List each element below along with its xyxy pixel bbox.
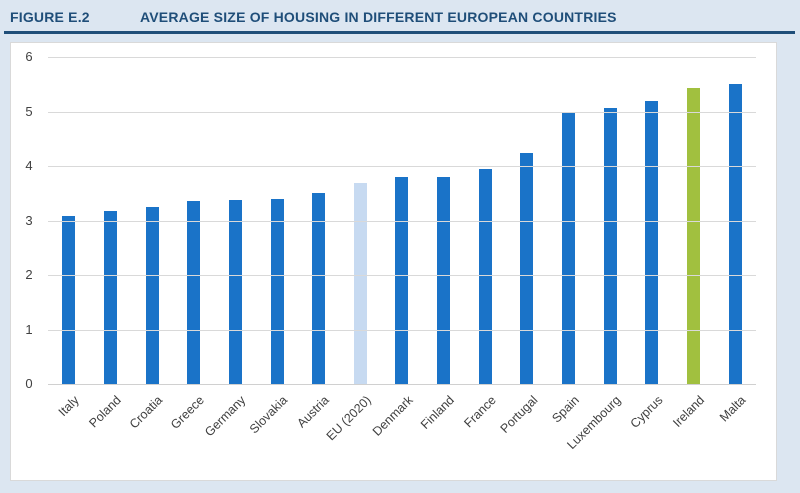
bar-portugal bbox=[520, 153, 534, 384]
x-tick-slot: Germany bbox=[202, 388, 257, 476]
bar-greece bbox=[187, 200, 201, 384]
bar-finland bbox=[437, 177, 451, 384]
figure-label: FIGURE E.2 bbox=[10, 9, 90, 25]
bar-france bbox=[478, 169, 492, 384]
x-tick-label-finland: Finland bbox=[417, 393, 457, 432]
x-tick-slot: France bbox=[461, 388, 506, 476]
bar-poland bbox=[103, 210, 117, 384]
bar-slot-greece bbox=[173, 57, 215, 384]
x-tick-label-greece: Greece bbox=[168, 393, 207, 432]
y-tick-label-2: 2 bbox=[25, 267, 33, 282]
x-tick-slot: Cyprus bbox=[627, 388, 673, 476]
x-axis: Italy Poland Croatia Greece Germany Slovakia A… bbox=[48, 388, 756, 476]
x-tick-label-france: France bbox=[461, 393, 499, 431]
title-rule-divider bbox=[4, 31, 795, 34]
y-tick-label-6: 6 bbox=[25, 49, 33, 64]
x-tick-slot: Croatia bbox=[127, 388, 173, 476]
bar-germany bbox=[228, 199, 242, 384]
gridline-y-5 bbox=[48, 111, 756, 113]
bar-slot-luxembourg bbox=[589, 57, 631, 384]
x-tick-slot: Denmark bbox=[369, 388, 423, 476]
x-tick-slot: Ireland bbox=[669, 388, 715, 476]
x-tick-slot: Malta bbox=[714, 388, 756, 476]
bar-slot-eu-2020- bbox=[339, 57, 381, 384]
bar-cyprus bbox=[645, 101, 659, 384]
x-tick-label-austria: Austria bbox=[294, 393, 332, 431]
gridline-y-6 bbox=[48, 57, 756, 58]
bar-ireland bbox=[686, 87, 700, 384]
x-tick-label-italy: Italy bbox=[55, 393, 83, 420]
bar-slot-poland bbox=[90, 57, 132, 384]
y-tick-label-4: 4 bbox=[25, 158, 33, 173]
bar-slovakia bbox=[270, 198, 284, 384]
bar-slot-ireland bbox=[673, 57, 715, 384]
figure-title: AVERAGE SIZE OF HOUSING IN DIFFERENT EUR… bbox=[140, 9, 617, 25]
bar-slot-denmark bbox=[381, 57, 423, 384]
gridline-y-2 bbox=[48, 275, 756, 276]
bar-slot-spain bbox=[548, 57, 590, 384]
gridline-y-4 bbox=[48, 166, 756, 167]
plot-area bbox=[48, 57, 756, 385]
x-tick-label-ireland: Ireland bbox=[669, 393, 707, 430]
bar-luxembourg bbox=[603, 108, 617, 384]
bar-austria bbox=[312, 193, 326, 384]
bar-slot-italy bbox=[48, 57, 90, 384]
x-tick-label-poland: Poland bbox=[86, 393, 124, 431]
bar-spain bbox=[562, 111, 575, 384]
gridline-y-3 bbox=[48, 220, 756, 222]
bar-croatia bbox=[145, 207, 159, 384]
y-tick-label-3: 3 bbox=[25, 212, 33, 228]
x-tick-slot: Poland bbox=[86, 388, 132, 476]
x-tick-slot: Finland bbox=[418, 388, 465, 476]
bar-slot-austria bbox=[298, 57, 340, 384]
x-tick-slot: Italy bbox=[48, 388, 90, 476]
bar-slot-cyprus bbox=[631, 57, 673, 384]
bar-slot-slovakia bbox=[256, 57, 298, 384]
y-tick-label-1: 1 bbox=[25, 321, 33, 337]
bar-slot-finland bbox=[423, 57, 465, 384]
bar-italy bbox=[62, 216, 76, 384]
bar-denmark bbox=[395, 177, 409, 384]
gridline-y-1 bbox=[48, 329, 756, 331]
bars-row bbox=[48, 57, 756, 384]
bar-slot-malta bbox=[714, 57, 756, 384]
x-tick-slot: Slovakia bbox=[247, 388, 298, 476]
x-tick-label-malta: Malta bbox=[716, 393, 749, 425]
x-tick-label-cyprus: Cyprus bbox=[627, 393, 666, 431]
bar-slot-germany bbox=[215, 57, 257, 384]
x-tick-slot: Luxembourg bbox=[564, 388, 631, 476]
x-tick-label-spain: Spain bbox=[549, 393, 582, 426]
x-tick-label-croatia: Croatia bbox=[126, 393, 166, 432]
bar-malta bbox=[728, 84, 742, 384]
y-tick-label-0: 0 bbox=[25, 376, 33, 391]
y-tick-label-5: 5 bbox=[25, 103, 33, 119]
x-tick-slot: Portugal bbox=[497, 388, 548, 476]
bar-slot-portugal bbox=[506, 57, 548, 384]
bar-eu-2020- bbox=[353, 183, 367, 384]
bar-slot-croatia bbox=[131, 57, 173, 384]
